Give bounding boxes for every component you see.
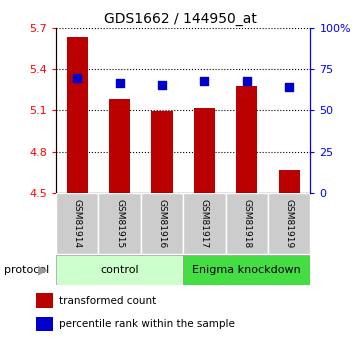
Bar bbox=[236, 86, 257, 193]
Text: GSM81916: GSM81916 bbox=[157, 199, 166, 248]
Point bbox=[201, 79, 207, 84]
Bar bbox=[226, 193, 268, 254]
Bar bbox=[141, 193, 183, 254]
Text: GSM81914: GSM81914 bbox=[73, 199, 82, 248]
Text: transformed count: transformed count bbox=[60, 296, 157, 306]
Bar bbox=[36, 317, 53, 331]
Text: percentile rank within the sample: percentile rank within the sample bbox=[60, 319, 235, 329]
Bar bbox=[279, 170, 300, 193]
Point bbox=[159, 82, 165, 88]
Text: GSM81917: GSM81917 bbox=[200, 199, 209, 248]
Text: control: control bbox=[100, 265, 139, 275]
Bar bbox=[183, 193, 226, 254]
Bar bbox=[194, 108, 215, 193]
Bar bbox=[268, 193, 310, 254]
Text: GSM81919: GSM81919 bbox=[285, 199, 294, 248]
Bar bbox=[98, 193, 141, 254]
Text: Enigma knockdown: Enigma knockdown bbox=[192, 265, 301, 275]
Bar bbox=[183, 255, 310, 285]
Point bbox=[74, 75, 80, 81]
Bar bbox=[66, 37, 88, 193]
Bar bbox=[36, 293, 53, 308]
Point bbox=[286, 84, 292, 90]
Bar bbox=[56, 255, 183, 285]
Text: protocol: protocol bbox=[4, 265, 49, 275]
Bar bbox=[56, 193, 98, 254]
Text: GDS1662 / 144950_at: GDS1662 / 144950_at bbox=[104, 12, 257, 26]
Point bbox=[117, 81, 122, 86]
Text: ▶: ▶ bbox=[38, 264, 47, 276]
Text: GSM81918: GSM81918 bbox=[242, 199, 251, 248]
Bar bbox=[109, 99, 130, 193]
Point bbox=[244, 79, 250, 84]
Text: GSM81915: GSM81915 bbox=[115, 199, 124, 248]
Bar bbox=[151, 111, 173, 193]
